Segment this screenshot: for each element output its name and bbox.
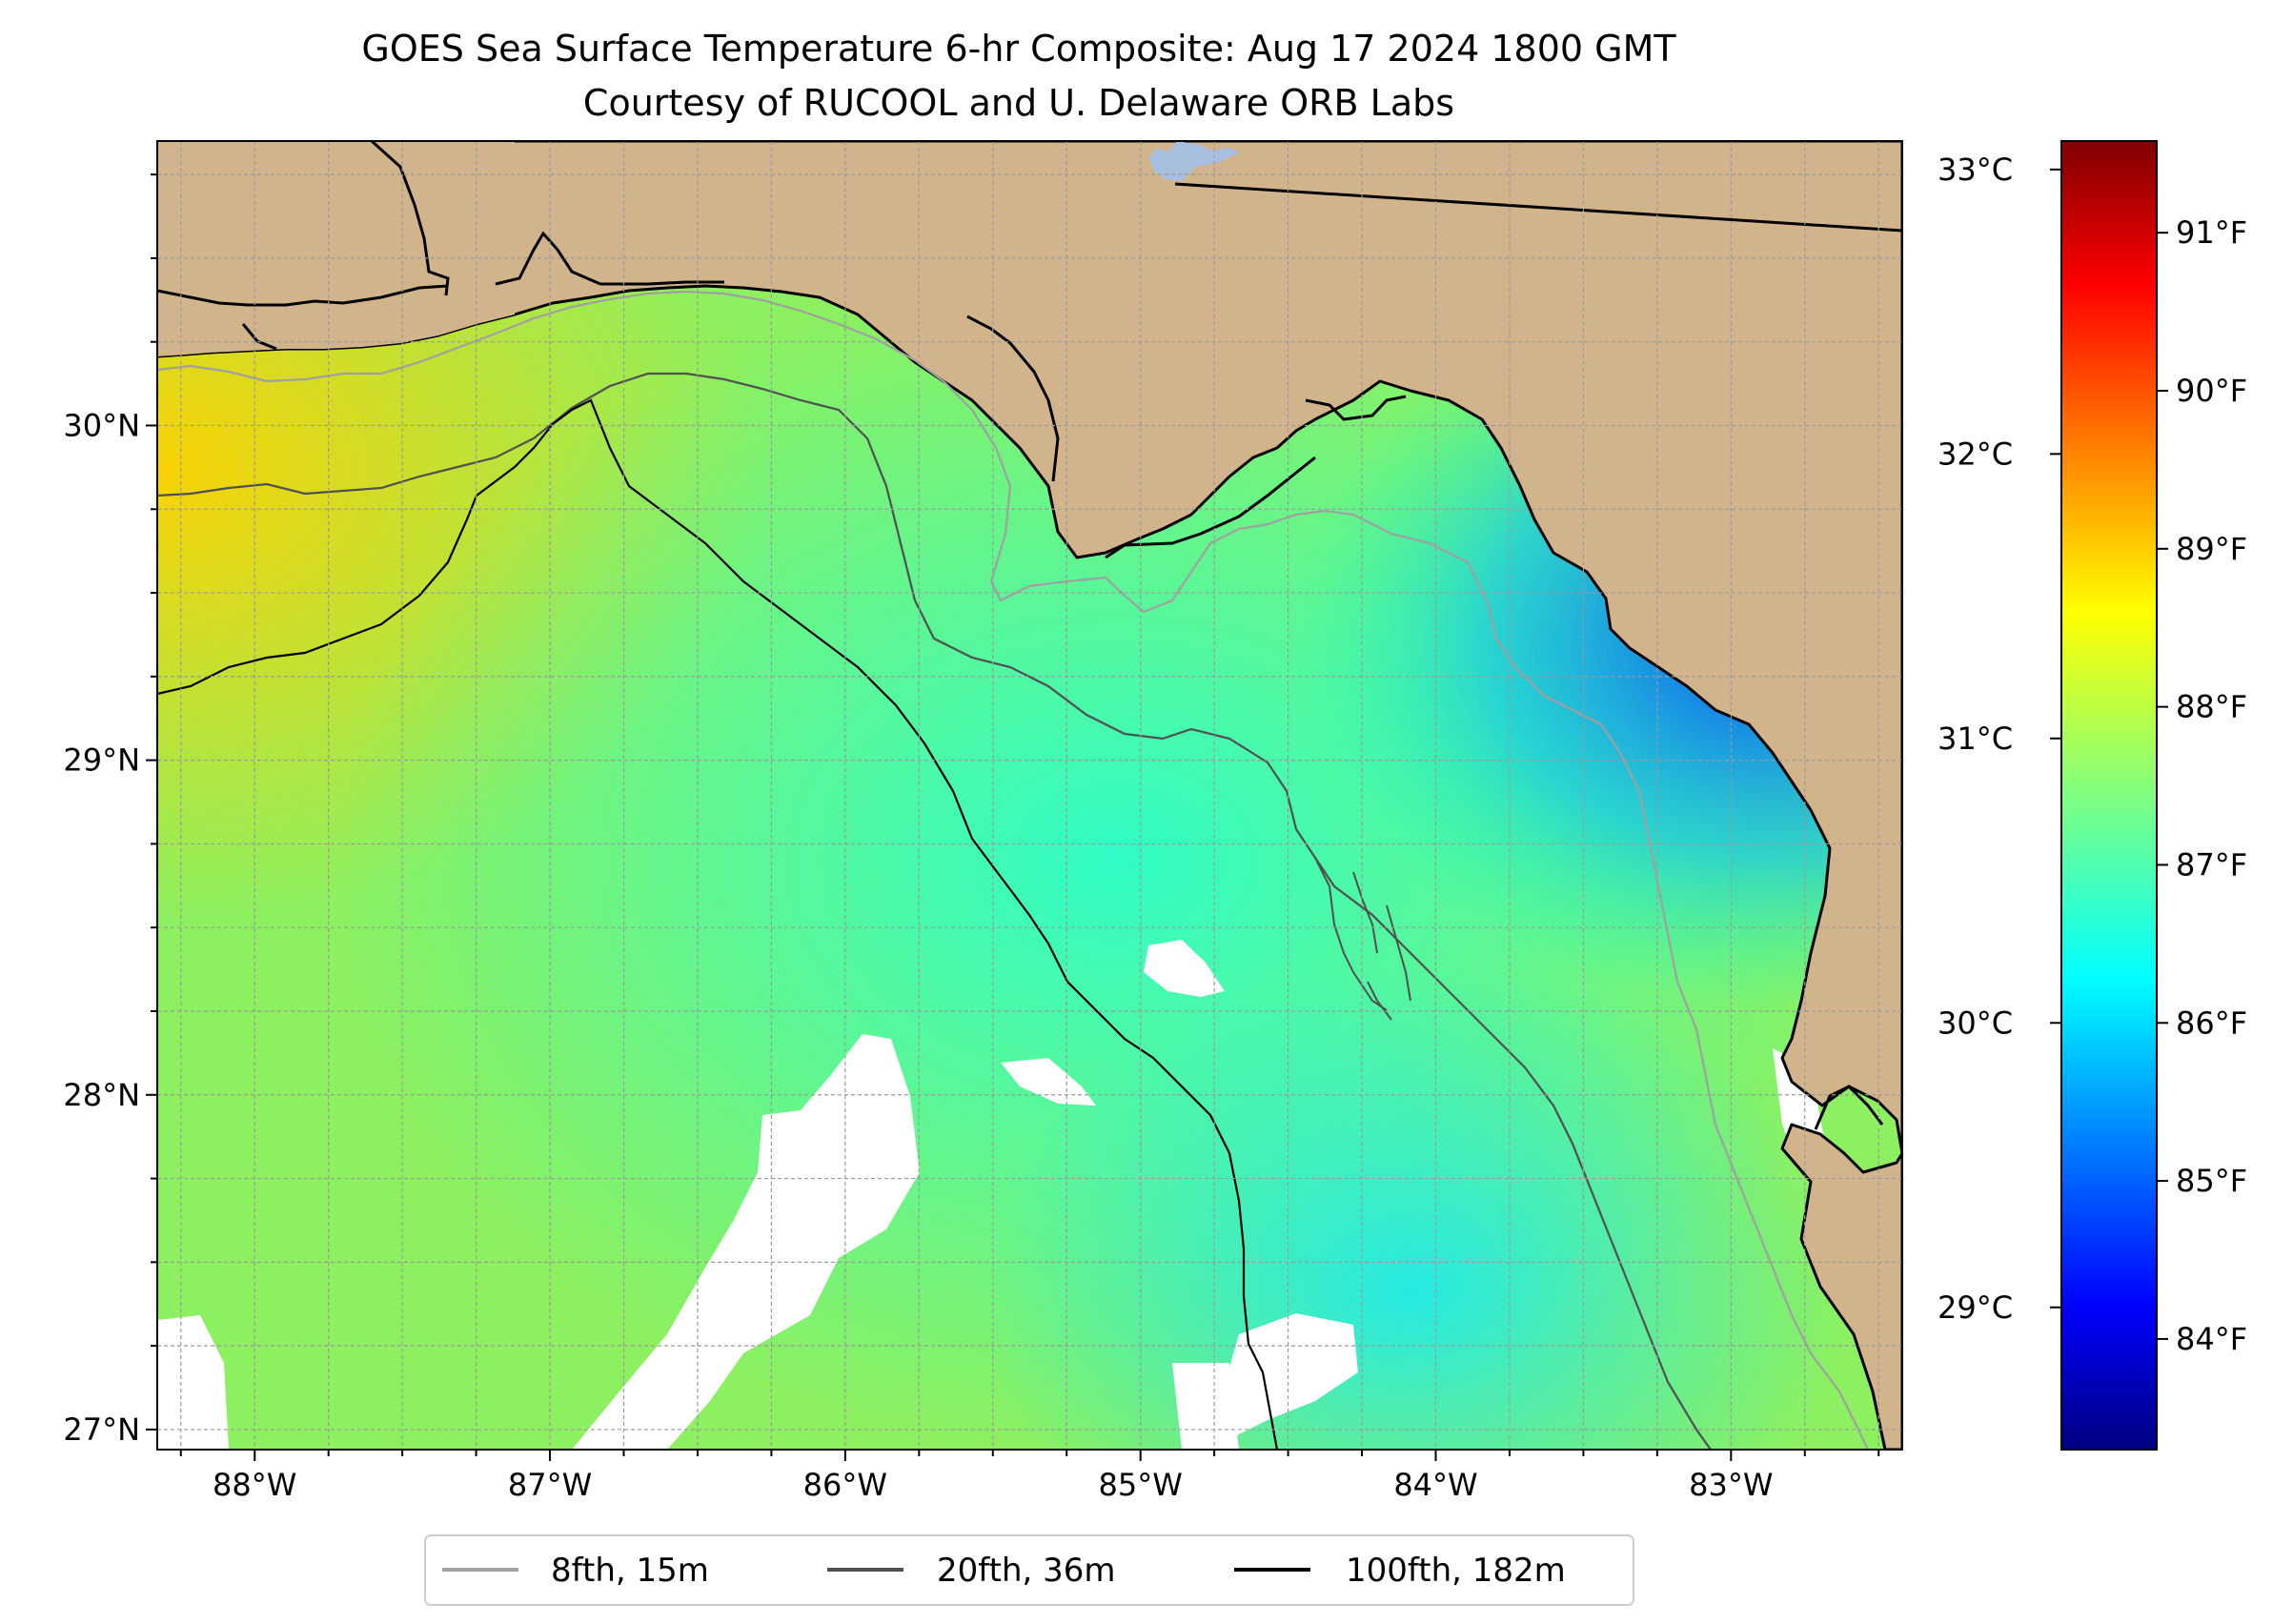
land-fill-nw bbox=[157, 141, 515, 356]
colorbar-gradient bbox=[2060, 140, 2158, 1451]
legend-label-8fth: 8fth, 15m bbox=[551, 1552, 709, 1590]
colorbar-f-label: 85°F bbox=[2176, 1163, 2247, 1199]
map-subtitle: Courtesy of RUCOOL and U. Delaware ORB L… bbox=[583, 82, 1454, 124]
legend-label-20fth: 20fth, 36m bbox=[937, 1552, 1116, 1590]
colorbar-f-label: 86°F bbox=[2176, 1005, 2247, 1041]
legend-label-100fth: 100fth, 182m bbox=[1346, 1552, 1566, 1590]
lat-tick-label: 30°N bbox=[63, 407, 140, 443]
colorbar-c-label: 31°C bbox=[1938, 721, 2013, 757]
map-frame bbox=[156, 140, 1903, 1451]
colorbar-f-label: 84°F bbox=[2176, 1321, 2247, 1357]
colorbar-f-label: 90°F bbox=[2176, 373, 2247, 409]
colorbar: 29°C 30°C 31°C 32°C 33°C 84°F 85°F 86°F 87°F 88°… bbox=[1938, 140, 2247, 1451]
colorbar-f-label: 87°F bbox=[2176, 846, 2247, 883]
state-boundary-line bbox=[1174, 182, 1902, 233]
coastline-details bbox=[157, 231, 1884, 1130]
lon-tick-label: 83°W bbox=[1689, 1467, 1773, 1503]
gridlines bbox=[157, 141, 1902, 1450]
lon-tick-label: 87°W bbox=[508, 1467, 592, 1503]
lat-tick-label: 28°N bbox=[63, 1077, 140, 1113]
legend-box bbox=[424, 1534, 1634, 1606]
colorbar-c-label: 29°C bbox=[1938, 1289, 2013, 1326]
colorbar-fahrenheit-axis: 84°F 85°F 86°F 87°F 88°F 89°F 90°F 91°F bbox=[2157, 214, 2247, 1357]
lon-tick-label: 85°W bbox=[1099, 1467, 1183, 1503]
isobath-legend: 8fth, 15m 20fth, 36m 100fth, 182m bbox=[424, 1534, 1634, 1606]
lon-tick-label: 88°W bbox=[213, 1467, 296, 1503]
isobath-8fth bbox=[157, 290, 1869, 1450]
colorbar-celsius-axis: 29°C 30°C 31°C 32°C 33°C bbox=[1938, 152, 2061, 1326]
lake bbox=[1148, 141, 1239, 181]
lon-tick-label: 86°W bbox=[803, 1467, 887, 1503]
state-boundary-line-west bbox=[370, 141, 450, 296]
colorbar-c-label: 33°C bbox=[1938, 152, 2013, 188]
isobath-20fth bbox=[157, 372, 1712, 1450]
colorbar-f-label: 88°F bbox=[2176, 689, 2247, 725]
map-title: GOES Sea Surface Temperature 6-hr Compos… bbox=[361, 28, 1676, 70]
latitude-axis: 27°N 28°N 29°N 30°N bbox=[63, 173, 157, 1448]
lat-tick-label: 27°N bbox=[63, 1411, 140, 1448]
colorbar-f-label: 91°F bbox=[2176, 214, 2247, 251]
colorbar-f-label: 89°F bbox=[2176, 531, 2247, 567]
isobath-20fth-islands bbox=[1314, 857, 1411, 1021]
lat-tick-label: 29°N bbox=[63, 742, 140, 779]
isobath-100fth bbox=[157, 398, 1279, 1450]
sst-map bbox=[157, 141, 1902, 1450]
colorbar-c-label: 32°C bbox=[1938, 436, 2013, 472]
colorbar-c-label: 30°C bbox=[1938, 1005, 2013, 1041]
longitude-axis: 88°W 87°W 86°W 85°W 84°W 83°W bbox=[179, 1450, 1880, 1503]
lon-tick-label: 84°W bbox=[1393, 1467, 1477, 1503]
